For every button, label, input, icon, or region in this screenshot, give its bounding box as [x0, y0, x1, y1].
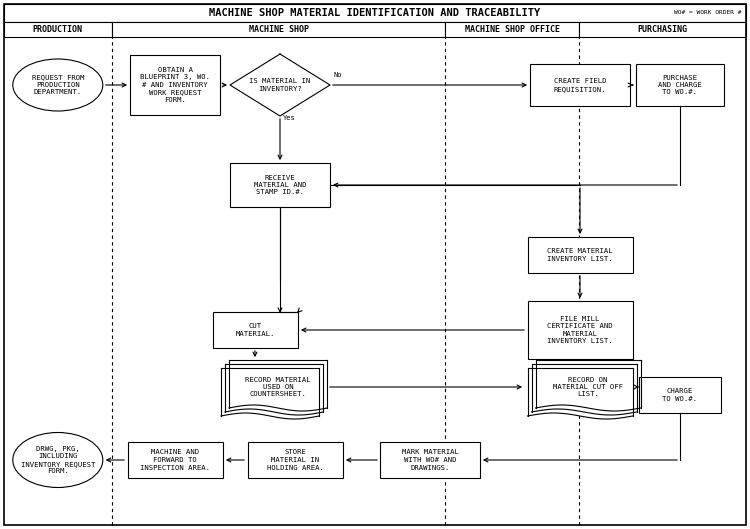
Text: MACHINE SHOP: MACHINE SHOP — [248, 25, 308, 34]
Bar — [4, 4, 746, 22]
Bar — [527, 368, 632, 416]
Text: CHARGE
TO WO.#.: CHARGE TO WO.#. — [662, 388, 698, 402]
Bar — [636, 64, 724, 106]
Ellipse shape — [13, 433, 103, 488]
Bar — [128, 442, 223, 478]
Bar — [536, 360, 640, 408]
Text: MARK MATERIAL
WITH WO# AND
DRAWINGS.: MARK MATERIAL WITH WO# AND DRAWINGS. — [401, 450, 458, 470]
Text: MACHINE SHOP MATERIAL IDENTIFICATION AND TRACEABILITY: MACHINE SHOP MATERIAL IDENTIFICATION AND… — [209, 8, 541, 18]
Text: MACHINE SHOP OFFICE: MACHINE SHOP OFFICE — [465, 25, 560, 34]
Text: IS MATERIAL IN
INVENTORY?: IS MATERIAL IN INVENTORY? — [249, 78, 310, 92]
Bar — [230, 163, 330, 207]
Bar — [221, 368, 319, 416]
Text: CREATE FIELD
REQUISITION.: CREATE FIELD REQUISITION. — [554, 78, 606, 92]
Text: WO# = WORK ORDER #: WO# = WORK ORDER # — [674, 11, 742, 15]
Bar — [248, 442, 343, 478]
Bar — [639, 377, 721, 413]
Text: No: No — [333, 72, 341, 78]
Text: PRODUCTION: PRODUCTION — [33, 25, 82, 34]
Bar — [229, 360, 327, 408]
Bar — [530, 64, 630, 106]
Ellipse shape — [13, 59, 103, 111]
Text: PURCHASING: PURCHASING — [638, 25, 688, 34]
Bar — [4, 22, 112, 37]
Text: OBTAIN A
BLUEPRINT 3, WO.
# AND INVENTORY
WORK REQUEST
FORM.: OBTAIN A BLUEPRINT 3, WO. # AND INVENTOR… — [140, 67, 210, 103]
Text: PURCHASE
AND CHARGE
TO WO.#.: PURCHASE AND CHARGE TO WO.#. — [658, 75, 702, 96]
Text: Yes: Yes — [283, 115, 296, 121]
Text: DRWG, PKG,
INCLUDING
INVENTORY REQUEST
FORM.: DRWG, PKG, INCLUDING INVENTORY REQUEST F… — [20, 446, 95, 475]
Text: STORE
MATERIAL IN
HOLDING AREA.: STORE MATERIAL IN HOLDING AREA. — [266, 450, 323, 470]
Bar — [527, 237, 632, 273]
Bar — [130, 55, 220, 115]
Text: REQUEST FROM
PRODUCTION
DEPARTMENT.: REQUEST FROM PRODUCTION DEPARTMENT. — [32, 75, 84, 96]
Bar — [380, 442, 480, 478]
Bar — [212, 312, 298, 348]
Polygon shape — [230, 54, 330, 116]
Bar — [579, 22, 746, 37]
Text: RECEIVE
MATERIAL AND
STAMP ID.#.: RECEIVE MATERIAL AND STAMP ID.#. — [254, 175, 306, 196]
Text: CUT
MATERIAL.: CUT MATERIAL. — [236, 323, 274, 337]
Text: CREATE MATERIAL
INVENTORY LIST.: CREATE MATERIAL INVENTORY LIST. — [548, 248, 613, 262]
Text: FILE MILL
CERTIFICATE AND
MATERIAL
INVENTORY LIST.: FILE MILL CERTIFICATE AND MATERIAL INVEN… — [548, 316, 613, 344]
Text: RECORD ON
MATERIAL CUT OFF
LIST.: RECORD ON MATERIAL CUT OFF LIST. — [553, 377, 623, 397]
Bar — [225, 364, 323, 412]
Bar — [112, 22, 445, 37]
Bar — [532, 364, 637, 412]
Bar — [527, 301, 632, 359]
Text: RECORD MATERIAL
USED ON
COUNTERSHEET.: RECORD MATERIAL USED ON COUNTERSHEET. — [245, 377, 310, 397]
Text: MACHINE AND
FORWARD TO
INSPECTION AREA.: MACHINE AND FORWARD TO INSPECTION AREA. — [140, 450, 210, 470]
Bar — [446, 22, 579, 37]
